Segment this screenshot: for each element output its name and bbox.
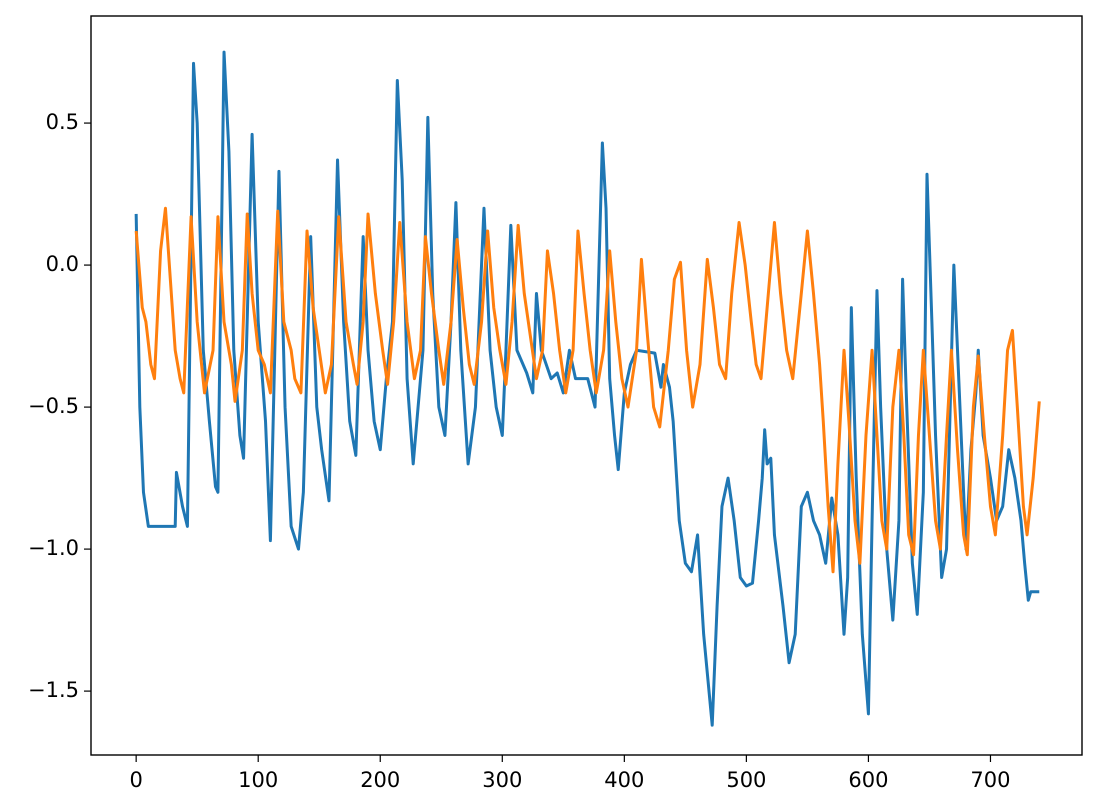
series-line (134, 50, 1040, 727)
x-tick-label: 500 (726, 768, 766, 792)
y-tick-label: −1.0 (28, 536, 79, 560)
x-tick-label: 200 (360, 768, 400, 792)
plot-frame (90, 15, 1083, 756)
x-tick-label: 400 (604, 768, 644, 792)
series-line (134, 206, 1041, 574)
x-tick-label: 700 (970, 768, 1010, 792)
x-tick-label: 300 (482, 768, 522, 792)
x-tick-label: 600 (848, 768, 888, 792)
y-tick-label: −0.5 (28, 394, 79, 418)
y-tick-label: −1.5 (28, 678, 79, 702)
y-tick-label: 0.5 (46, 110, 79, 134)
y-tick-label: 0.0 (46, 252, 79, 276)
x-tick-label: 100 (238, 768, 278, 792)
x-tick-label: 0 (129, 768, 142, 792)
